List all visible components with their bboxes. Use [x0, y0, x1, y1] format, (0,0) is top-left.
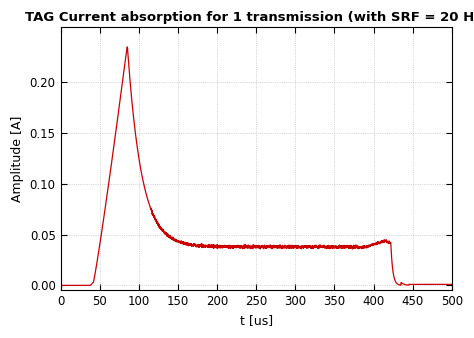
- Y-axis label: Amplitude [A]: Amplitude [A]: [11, 115, 24, 202]
- X-axis label: t [us]: t [us]: [240, 314, 273, 327]
- Title: TAG Current absorption for 1 transmission (with SRF = 20 Hz): TAG Current absorption for 1 transmissio…: [25, 11, 474, 24]
